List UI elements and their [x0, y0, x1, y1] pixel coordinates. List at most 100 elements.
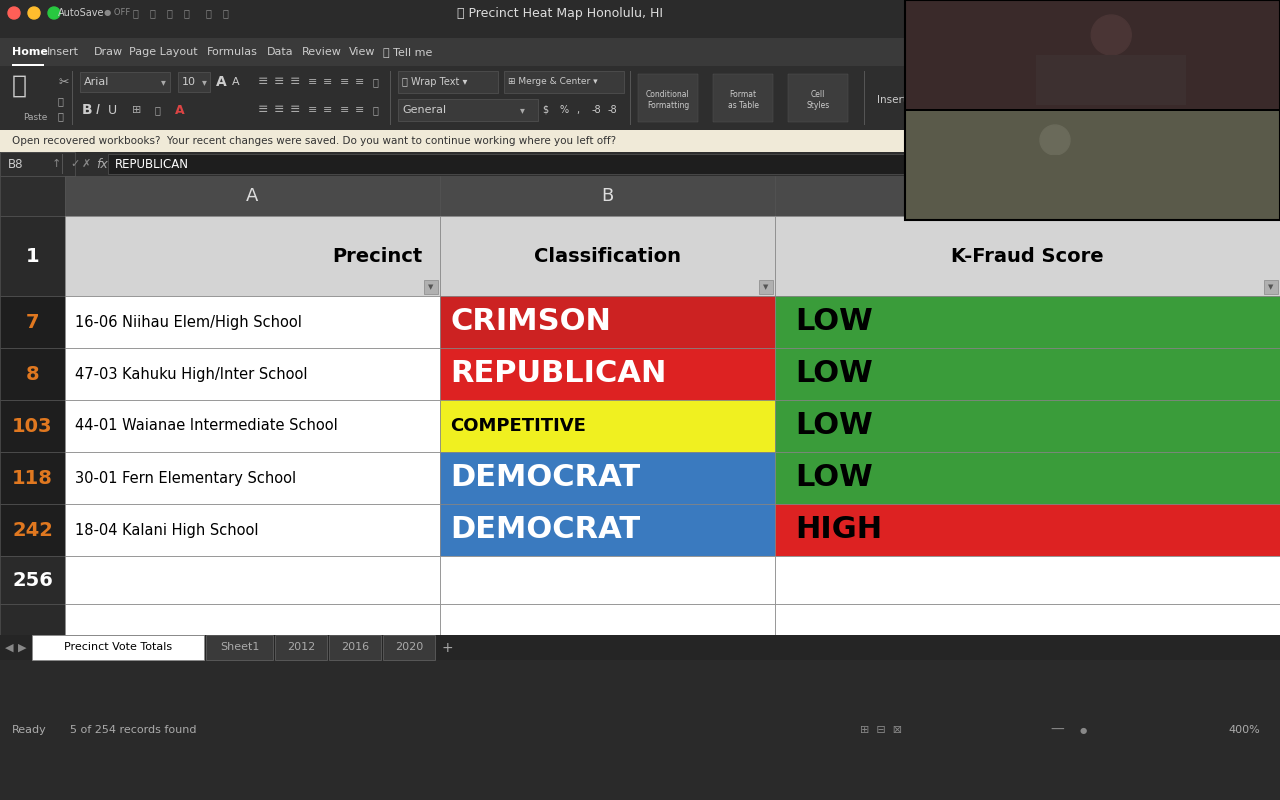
Bar [440, 400, 774, 452]
Bar [440, 556, 774, 604]
Text: 🔍 Tell me: 🔍 Tell me [384, 47, 433, 57]
Text: Format: Format [1004, 95, 1041, 105]
Text: DEMOCRAT: DEMOCRAT [451, 515, 640, 545]
Text: 103: 103 [13, 417, 52, 435]
Bar [65, 400, 440, 452]
Text: ▼: ▼ [1268, 284, 1274, 290]
Bar [0, 452, 65, 504]
Text: Review: Review [301, 47, 342, 57]
Text: Precinct: Precinct [332, 246, 422, 266]
Text: ≡: ≡ [323, 105, 333, 115]
Bar [774, 296, 1280, 348]
Text: Formulas: Formulas [207, 47, 257, 57]
Text: $: $ [541, 105, 548, 115]
Text: COMPETITIVE: COMPETITIVE [451, 417, 586, 435]
Bar [329, 635, 381, 660]
Text: 🎨: 🎨 [155, 105, 161, 115]
Text: LOW: LOW [795, 411, 873, 441]
Bar [774, 216, 1280, 296]
Text: ↑: ↑ [52, 159, 61, 169]
Bar [504, 71, 625, 93]
Text: ⊞  ⊟  ⊠: ⊞ ⊟ ⊠ [860, 725, 902, 735]
Text: ●: ● [1080, 726, 1087, 734]
Text: Arial: Arial [84, 77, 109, 87]
Text: ≡: ≡ [340, 105, 349, 115]
Bar [0, 660, 1280, 800]
Text: ⬜: ⬜ [183, 8, 189, 18]
Text: A: A [246, 187, 259, 205]
Bar [1265, 280, 1277, 294]
Bar [65, 556, 440, 604]
Text: ⬜: ⬜ [221, 8, 228, 18]
Bar [65, 504, 440, 556]
Text: 🔃 Wrap Text ▾: 🔃 Wrap Text ▾ [402, 77, 467, 87]
Text: ⬜: ⬜ [205, 8, 211, 18]
Text: K-Fraud Score: K-Fraud Score [951, 246, 1103, 266]
Text: B8: B8 [8, 158, 23, 170]
Bar [440, 296, 774, 348]
Text: 30-01 Fern Elementary School: 30-01 Fern Elementary School [76, 470, 296, 486]
Text: I: I [96, 103, 100, 117]
Text: ⊞: ⊞ [132, 105, 141, 115]
Text: ✓: ✓ [70, 159, 79, 169]
Text: 118: 118 [12, 469, 52, 487]
Text: A: A [216, 75, 227, 89]
Bar [774, 176, 1280, 216]
Text: %: % [561, 105, 570, 115]
Circle shape [8, 7, 20, 19]
Bar [0, 152, 76, 176]
Text: 8: 8 [26, 365, 40, 383]
Text: LOW: LOW [795, 463, 873, 493]
Bar [759, 280, 773, 294]
Text: 🖌: 🖌 [58, 111, 64, 121]
Bar [65, 296, 440, 348]
Bar [440, 504, 774, 556]
Text: 256: 256 [12, 570, 52, 590]
Text: 1: 1 [26, 246, 40, 266]
Bar [0, 0, 1280, 38]
Bar [65, 216, 440, 296]
Bar [774, 452, 1280, 504]
Text: Cell
Styles: Cell Styles [806, 90, 829, 110]
Text: ≡: ≡ [355, 105, 365, 115]
Bar [774, 504, 1280, 556]
Text: ,: , [576, 105, 579, 115]
Text: Open recovered workbooks?  Your recent changes were saved. Do you want to contin: Open recovered workbooks? Your recent ch… [12, 136, 616, 146]
Text: -8: -8 [608, 105, 618, 115]
Text: HIGH: HIGH [795, 515, 882, 545]
Text: ▼: ▼ [763, 284, 769, 290]
Text: Sheet1: Sheet1 [220, 642, 259, 653]
Bar [637, 74, 698, 122]
Text: ⬜: ⬜ [58, 96, 64, 106]
Text: ≡: ≡ [291, 103, 301, 117]
Bar [79, 72, 170, 92]
Text: 2016: 2016 [340, 642, 369, 653]
Text: Precinct Vote Totals: Precinct Vote Totals [64, 642, 172, 653]
Text: ≡: ≡ [355, 77, 365, 87]
Bar [424, 280, 438, 294]
Text: 10: 10 [182, 77, 196, 87]
Bar [440, 176, 774, 216]
Bar [12, 64, 44, 66]
Text: —: — [1050, 723, 1064, 737]
Bar [206, 635, 273, 660]
Text: Ready: Ready [12, 725, 47, 735]
Bar [788, 74, 849, 122]
Bar [0, 348, 65, 400]
Text: 🎨: 🎨 [372, 105, 379, 115]
Text: 📋: 📋 [12, 74, 27, 98]
Bar [0, 504, 65, 556]
Text: ▶: ▶ [18, 642, 27, 653]
Bar [774, 556, 1280, 604]
Bar [774, 348, 1280, 400]
Text: Classification: Classification [534, 246, 681, 266]
Bar [440, 452, 774, 504]
Text: C: C [1021, 187, 1034, 205]
Text: Data: Data [266, 47, 293, 57]
Bar [108, 154, 1280, 174]
Bar [905, 109, 1280, 111]
Bar [998, 155, 1130, 195]
Text: CRIMSON: CRIMSON [451, 307, 611, 337]
Text: ≡: ≡ [274, 103, 284, 117]
Bar [905, 0, 1280, 220]
